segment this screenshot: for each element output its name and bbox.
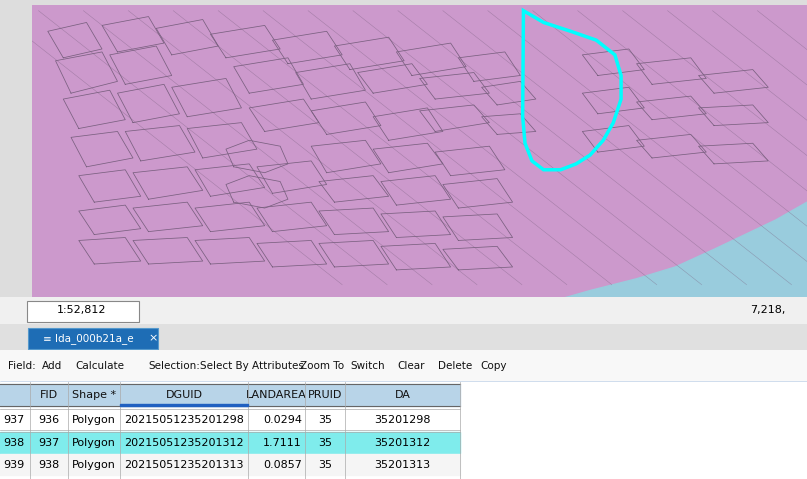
Text: Copy: Copy xyxy=(480,361,507,371)
Polygon shape xyxy=(559,202,807,299)
Text: Field:: Field: xyxy=(8,361,36,371)
Text: 1:52,812: 1:52,812 xyxy=(57,306,107,315)
Text: 0.0294: 0.0294 xyxy=(263,415,302,425)
Text: 937: 937 xyxy=(3,415,24,425)
Text: 35201312: 35201312 xyxy=(374,438,431,447)
Text: 0.0857: 0.0857 xyxy=(263,459,302,469)
Text: Selection:: Selection: xyxy=(148,361,200,371)
Text: 939: 939 xyxy=(3,459,24,469)
Text: Zoom To: Zoom To xyxy=(300,361,344,371)
Text: ≡ lda_000b21a_e: ≡ lda_000b21a_e xyxy=(43,333,133,344)
Text: Polygon: Polygon xyxy=(72,459,116,469)
Text: Add: Add xyxy=(42,361,62,371)
Text: 936: 936 xyxy=(39,415,60,425)
Text: Select By Attributes: Select By Attributes xyxy=(200,361,304,371)
Text: 938: 938 xyxy=(39,459,60,469)
Text: DA: DA xyxy=(395,390,411,400)
Text: Polygon: Polygon xyxy=(72,438,116,447)
Text: 20215051235201312: 20215051235201312 xyxy=(124,438,244,447)
Text: 938: 938 xyxy=(3,438,24,447)
Text: ×: × xyxy=(148,333,157,343)
Text: 20215051235201298: 20215051235201298 xyxy=(124,415,244,425)
Text: 35201313: 35201313 xyxy=(374,459,431,469)
Text: 35: 35 xyxy=(318,438,332,447)
Text: 7,218,: 7,218, xyxy=(750,306,785,315)
Bar xyxy=(120,404,248,406)
Bar xyxy=(0,382,807,383)
FancyBboxPatch shape xyxy=(27,301,139,322)
Bar xyxy=(0,409,460,430)
Bar xyxy=(0,454,460,475)
Text: 35201298: 35201298 xyxy=(374,415,431,425)
Text: 1.7111: 1.7111 xyxy=(263,438,302,447)
Text: PRUID: PRUID xyxy=(307,390,342,400)
Text: FID: FID xyxy=(40,390,58,400)
Text: 937: 937 xyxy=(39,438,60,447)
Text: Polygon: Polygon xyxy=(72,415,116,425)
Text: 35: 35 xyxy=(318,459,332,469)
Text: Calculate: Calculate xyxy=(75,361,124,371)
Bar xyxy=(0,384,460,406)
Text: Clear: Clear xyxy=(397,361,424,371)
Text: Delete: Delete xyxy=(438,361,472,371)
FancyBboxPatch shape xyxy=(28,328,158,349)
Text: 35: 35 xyxy=(318,415,332,425)
Bar xyxy=(0,432,460,453)
Text: 20215051235201313: 20215051235201313 xyxy=(124,459,244,469)
Text: LANDAREA: LANDAREA xyxy=(246,390,307,400)
Text: Switch: Switch xyxy=(350,361,385,371)
Text: Shape *: Shape * xyxy=(72,390,116,400)
Text: DGUID: DGUID xyxy=(165,390,203,400)
